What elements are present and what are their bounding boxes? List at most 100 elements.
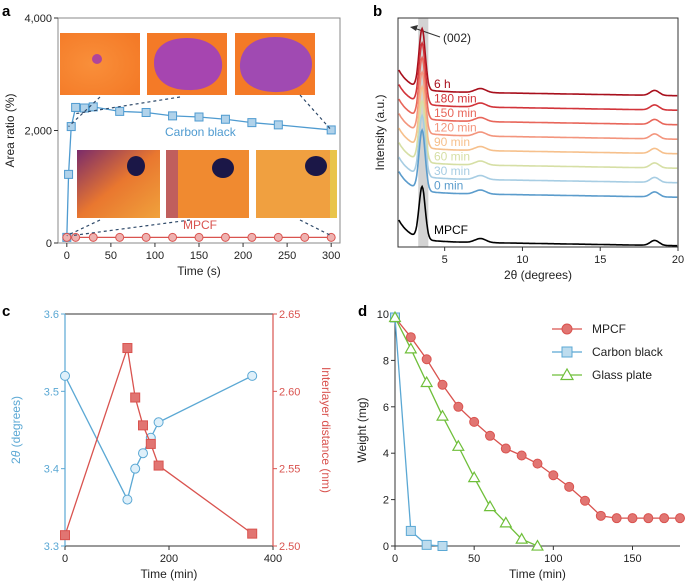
x-tick-label: 250 (278, 250, 296, 262)
data-point (388, 310, 402, 323)
data-point (88, 232, 98, 242)
leader-line (299, 94, 332, 131)
panel-c-marks (60, 343, 258, 541)
legend-label: Carbon black (592, 345, 664, 359)
data-point (300, 232, 310, 242)
data-point (421, 354, 432, 365)
series-label: 60 min (434, 150, 470, 164)
data-point (79, 103, 89, 113)
series-line (398, 84, 678, 155)
legend-marker (561, 346, 573, 358)
annotation-label: (002) (443, 31, 471, 45)
series-line (64, 375, 253, 502)
data-point (611, 513, 622, 524)
series-line (398, 26, 678, 97)
x-axis-label: Time (min) (509, 567, 566, 581)
data-point (564, 481, 575, 492)
series-line (64, 347, 253, 536)
data-point (130, 392, 141, 403)
data-point (326, 232, 336, 242)
data-point (485, 430, 495, 441)
panel-b-frame (397, 17, 679, 248)
panel-label-d: d (358, 303, 367, 320)
data-point (138, 448, 148, 459)
data-point (420, 375, 434, 388)
y-tick-label: 2,000 (24, 126, 52, 138)
panel-label-a: a (2, 3, 11, 20)
series-label: 30 min (434, 164, 470, 178)
annotation-arrow (413, 27, 441, 38)
y-axis-label: Area ratio (%) (3, 93, 17, 167)
panel-d-legend: MPCF Carbon black Glass plate (552, 322, 664, 382)
data-point (451, 439, 465, 451)
series-line (398, 113, 678, 184)
series-label: 120 min (434, 121, 477, 135)
inset-dark-spot-3 (305, 156, 327, 176)
panel-a-marks (62, 94, 336, 242)
data-point (643, 513, 654, 524)
data-point (247, 370, 258, 381)
x-tick-label: 0 (62, 553, 68, 565)
data-point (532, 458, 543, 469)
y-right-axis-label: Interlayer distance (nm) (319, 367, 333, 493)
series-line (398, 41, 678, 111)
y-tick-label: 4 (383, 448, 389, 460)
inset-image-4 (77, 150, 160, 218)
inset-dark-spots (77, 150, 337, 218)
x-axis-label: 2θ (degrees) (504, 268, 572, 282)
leader-line (66, 219, 101, 237)
data-point (141, 108, 151, 117)
data-point (194, 112, 204, 122)
series-line (394, 317, 443, 547)
data-point (437, 541, 448, 551)
x-tick-label: 15 (594, 254, 606, 266)
series-label: 90 min (434, 135, 470, 149)
data-point (516, 450, 527, 461)
x-tick-label: 400 (264, 553, 282, 565)
data-point (469, 416, 480, 427)
inset-image-1 (60, 33, 140, 95)
data-point (168, 111, 178, 121)
panel-d: 0 50 100 150 0 2 4 6 8 10 Time (min) Weight (mg) MP… (355, 309, 685, 581)
panel-c-axes: 0 200 400 3.3 3.4 3.5 3.6 2.50 2.55 2.60 2.65 Time … (9, 309, 333, 581)
series-line (398, 128, 678, 198)
x-axis-label: Time (min) (141, 567, 198, 581)
inset-spot-small (92, 54, 102, 64)
inset-dark-spot-2 (212, 158, 234, 178)
data-point (153, 460, 164, 471)
y-tick-label: 3.5 (44, 386, 59, 398)
panel-b: 5 10 15 20 2θ (degrees) Intensity (a.u.) (002)… (373, 17, 684, 282)
leader-line (68, 96, 101, 127)
y-axis-label: 2θ (degrees) (9, 396, 23, 464)
y-axis-label: Intensity (a.u.) (373, 94, 387, 170)
y-tick-label: 8 (383, 355, 389, 367)
x-tick-label: 200 (160, 553, 178, 565)
data-point (436, 409, 449, 421)
x-tick-label: 100 (544, 553, 562, 565)
panel-a-axes: 0 50 100 150 200 250 300 0 2,000 4,000 Time (s) Are… (3, 13, 340, 278)
data-point (130, 463, 141, 474)
data-point (247, 232, 257, 242)
y-tick-label: 2 (383, 495, 389, 507)
data-point (404, 342, 418, 354)
data-point (531, 539, 544, 551)
data-point (122, 494, 133, 505)
data-point (122, 343, 133, 354)
y-axis-label: Weight (mg) (355, 397, 369, 462)
data-point (405, 525, 416, 536)
data-point (138, 420, 148, 431)
data-point (88, 102, 98, 112)
data-point (153, 417, 164, 428)
data-point (437, 379, 448, 390)
series-label: 180 min (434, 92, 477, 106)
legend-label: MPCF (592, 322, 626, 336)
label-mpcf: MPCF (183, 218, 217, 232)
y-tick-label: 0 (46, 238, 52, 250)
data-point (595, 510, 606, 521)
legend-marker (559, 367, 575, 381)
y-tick-label: 3.6 (44, 309, 59, 321)
series-line (394, 317, 538, 547)
data-point (115, 232, 125, 242)
legend-marker (561, 323, 573, 335)
